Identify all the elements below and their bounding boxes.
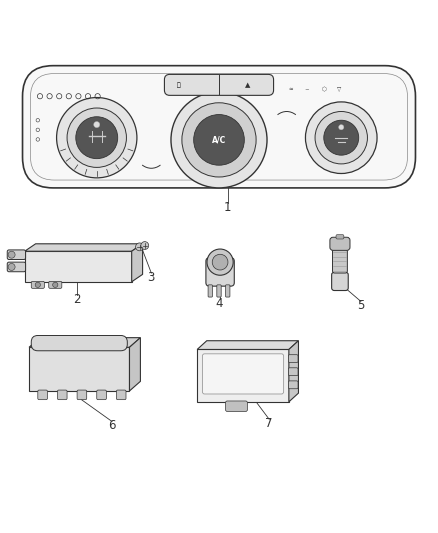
Text: 4: 4: [215, 297, 223, 310]
Circle shape: [324, 120, 359, 155]
FancyBboxPatch shape: [31, 281, 44, 288]
Circle shape: [8, 263, 15, 270]
FancyBboxPatch shape: [288, 354, 298, 362]
Text: ▽: ▽: [337, 87, 341, 92]
FancyBboxPatch shape: [22, 66, 416, 188]
Text: ▲: ▲: [245, 82, 250, 88]
FancyBboxPatch shape: [208, 285, 212, 297]
Circle shape: [315, 111, 367, 164]
Circle shape: [207, 249, 233, 275]
FancyBboxPatch shape: [164, 75, 274, 95]
Polygon shape: [197, 341, 298, 350]
Text: ≈: ≈: [289, 87, 293, 92]
Circle shape: [53, 282, 58, 287]
Text: ~: ~: [304, 87, 309, 92]
FancyBboxPatch shape: [336, 235, 344, 239]
FancyBboxPatch shape: [226, 285, 230, 297]
Circle shape: [141, 241, 149, 249]
Circle shape: [339, 125, 344, 130]
Polygon shape: [29, 338, 141, 348]
FancyBboxPatch shape: [202, 354, 284, 394]
Text: 3: 3: [148, 271, 155, 284]
Text: 5: 5: [357, 300, 364, 312]
Circle shape: [35, 282, 40, 287]
Text: ⬡: ⬡: [321, 87, 326, 92]
FancyBboxPatch shape: [7, 250, 25, 260]
FancyBboxPatch shape: [206, 258, 234, 286]
Circle shape: [171, 92, 267, 188]
Circle shape: [194, 115, 244, 165]
Circle shape: [136, 243, 144, 251]
Circle shape: [76, 117, 118, 159]
FancyBboxPatch shape: [332, 249, 347, 273]
FancyBboxPatch shape: [7, 262, 25, 272]
Circle shape: [182, 103, 256, 177]
Text: 2: 2: [73, 293, 81, 306]
FancyBboxPatch shape: [226, 401, 247, 411]
Polygon shape: [130, 338, 141, 391]
FancyBboxPatch shape: [217, 285, 221, 297]
FancyBboxPatch shape: [117, 390, 126, 400]
Circle shape: [8, 251, 15, 258]
Polygon shape: [197, 350, 289, 402]
Text: 1: 1: [224, 201, 231, 214]
Text: 7: 7: [265, 417, 273, 430]
FancyBboxPatch shape: [38, 390, 47, 400]
Polygon shape: [25, 244, 143, 251]
Circle shape: [212, 254, 228, 270]
Polygon shape: [289, 341, 298, 402]
Polygon shape: [29, 348, 130, 391]
FancyBboxPatch shape: [31, 335, 127, 351]
Polygon shape: [25, 251, 132, 282]
FancyBboxPatch shape: [49, 281, 62, 288]
Circle shape: [94, 122, 100, 128]
FancyBboxPatch shape: [57, 390, 67, 400]
FancyBboxPatch shape: [77, 390, 87, 400]
Circle shape: [57, 98, 137, 178]
Circle shape: [67, 108, 127, 167]
Polygon shape: [132, 244, 143, 282]
FancyBboxPatch shape: [330, 237, 350, 251]
Text: ⛄: ⛄: [177, 82, 181, 87]
Text: A/C: A/C: [212, 135, 226, 144]
FancyBboxPatch shape: [288, 381, 298, 389]
Text: 6: 6: [108, 419, 116, 432]
FancyBboxPatch shape: [97, 390, 106, 400]
FancyBboxPatch shape: [332, 272, 348, 290]
FancyBboxPatch shape: [288, 368, 298, 376]
Circle shape: [305, 102, 377, 174]
